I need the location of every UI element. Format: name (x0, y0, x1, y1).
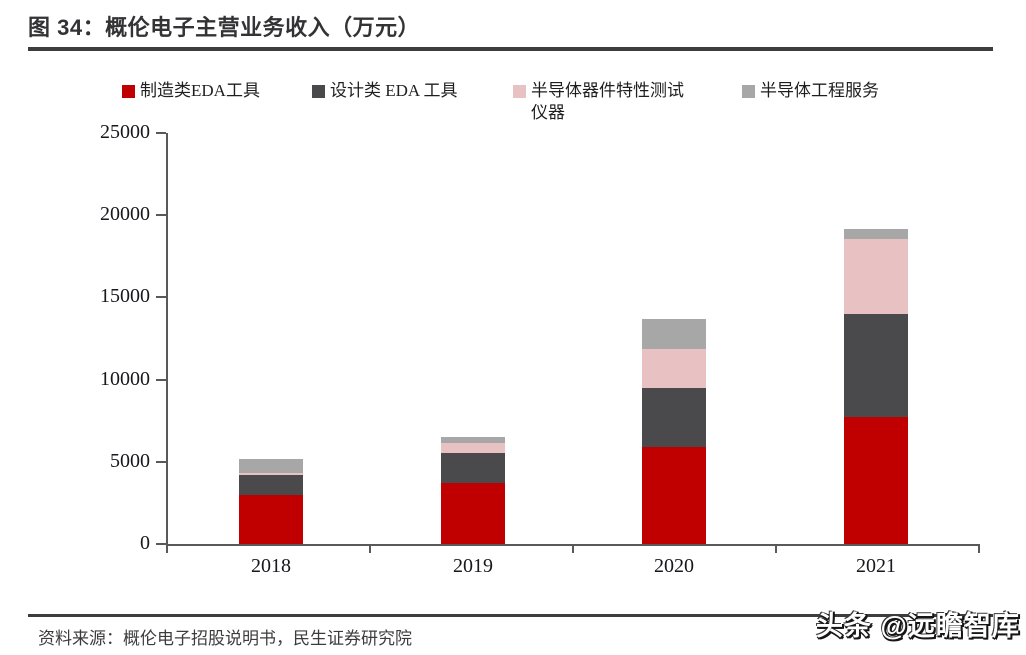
bar-segment-2019 (441, 442, 505, 454)
y-axis-tick (156, 214, 166, 217)
x-axis-tick (978, 544, 980, 553)
y-axis-tick-label: 20000 (100, 203, 150, 226)
bar-segment-2020 (642, 319, 706, 350)
x-axis-tick (775, 544, 777, 553)
y-axis-tick-label: 10000 (100, 367, 150, 390)
title-divider (28, 47, 993, 51)
figure-title: 图 34：概伦电子主营业务收入（万元） (28, 15, 421, 40)
y-axis-tick (156, 543, 166, 545)
legend-label: 设计类 EDA 工具 (330, 81, 458, 100)
legend-swatch-gray (742, 85, 755, 98)
bar-segment-2021 (844, 229, 908, 240)
bar-2020 (642, 319, 706, 544)
watermark: 头条 @远瞻智库 (816, 611, 1020, 641)
legend-swatch-darkgray (312, 85, 325, 98)
x-axis-tick (166, 544, 168, 553)
x-axis-label: 2018 (251, 555, 291, 577)
y-axis-tick (156, 378, 166, 381)
legend-swatch-pink (513, 85, 526, 98)
legend-label: 半导体器件特性测试仪器 (531, 81, 684, 122)
bar-segment-2021 (844, 417, 908, 544)
x-axis-label: 2019 (453, 555, 493, 577)
y-axis-tick-label: 25000 (100, 121, 150, 143)
bar-segment-2019 (441, 483, 505, 544)
legend-label: 制造类EDA工具 (140, 81, 260, 100)
legend-item: 制造类EDA工具 (122, 80, 260, 102)
bar-segment-2020 (642, 446, 706, 544)
bar-segment-2019 (441, 437, 505, 443)
y-axis-tick (156, 460, 166, 463)
legend-swatch-red (122, 85, 135, 98)
legend-item: 半导体器件特性测试仪器 (513, 80, 691, 124)
x-axis-label: 2020 (654, 555, 694, 577)
bar-segment-2018 (239, 474, 303, 496)
x-axis-tick (369, 544, 371, 553)
y-axis-tick-label: 0 (140, 532, 150, 554)
bar-segment-2018 (239, 459, 303, 473)
footer-divider (28, 614, 993, 617)
bar-segment-2020 (642, 349, 706, 389)
y-axis-tick (156, 132, 166, 134)
bar-2021 (844, 229, 908, 544)
bar-segment-2018 (239, 472, 303, 475)
y-axis-tick-label: 5000 (110, 449, 150, 472)
x-axis-tick (572, 544, 574, 553)
legend-label: 半导体工程服务 (760, 81, 879, 100)
bar-segment-2019 (441, 453, 505, 484)
bar-2018 (239, 459, 303, 544)
legend-item: 半导体工程服务 (742, 80, 879, 102)
bar-segment-2018 (239, 495, 303, 544)
bar-2019 (441, 437, 505, 544)
bar-segment-2020 (642, 388, 706, 447)
y-axis-tick-label: 15000 (100, 285, 150, 308)
bar-segment-2021 (844, 239, 908, 315)
x-axis-label: 2021 (856, 555, 896, 577)
legend-item: 设计类 EDA 工具 (312, 80, 458, 102)
y-axis-line (166, 133, 168, 547)
bar-segment-2021 (844, 314, 908, 418)
source-note: 资料来源：概伦电子招股说明书，民生证券研究院 (38, 629, 412, 648)
y-axis-tick (156, 296, 166, 299)
